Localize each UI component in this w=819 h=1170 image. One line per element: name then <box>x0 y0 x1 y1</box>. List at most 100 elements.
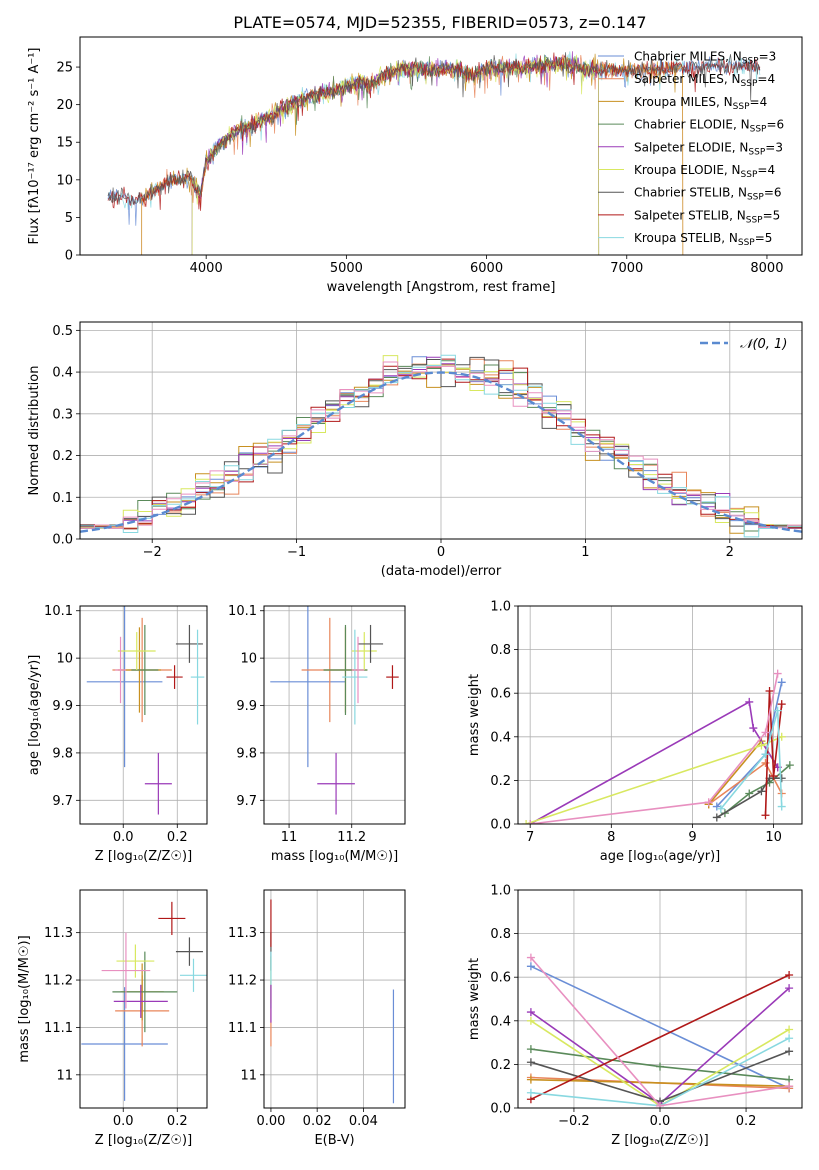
y-tick-label: 0.8 <box>490 927 511 942</box>
spectrum-line <box>191 51 600 255</box>
x-tick-label: 0.0 <box>113 830 134 845</box>
x-tick-label: 8 <box>607 830 615 845</box>
x-axis-label: (data-model)/error <box>381 564 502 579</box>
data-point <box>342 629 368 725</box>
y-tick-label: 0.5 <box>52 324 73 339</box>
plus-marker <box>526 1008 535 1017</box>
y-tick-label: 9.7 <box>52 794 73 809</box>
x-tick-label: 0.04 <box>349 1114 378 1129</box>
gaussian-curve <box>80 371 802 533</box>
plus-marker <box>773 706 782 715</box>
y-tick-label: 15 <box>56 136 73 151</box>
data-point <box>158 901 186 936</box>
x-tick-label: 0.02 <box>303 1114 332 1129</box>
y-tick-label: 0.0 <box>52 533 73 548</box>
plus-marker <box>785 984 794 993</box>
x-tick-label: 0.00 <box>256 1114 285 1129</box>
x-axis-label: Z [log₁₀(Z/Z☉)] <box>95 1133 192 1148</box>
spectrum-line <box>191 54 600 255</box>
y-tick-label: 11.2 <box>44 974 73 989</box>
series-line <box>529 700 779 824</box>
figure-title: PLATE=0574, MJD=52355, FIBERID=0573, z=0… <box>233 13 646 32</box>
plus-marker <box>712 813 721 822</box>
x-tick-label: 5000 <box>330 261 363 276</box>
plus-marker <box>773 669 782 678</box>
y-tick-label: 10 <box>240 652 257 667</box>
y-axis-label: mass weight <box>467 674 482 756</box>
legend: 𝒩(0, 1) <box>700 337 787 352</box>
x-tick-label: 10 <box>765 830 782 845</box>
panel-z-vs-mass: 0.0 0.2 11 11.1 11.2 11.3 Z [log₁₀(Z/Z☉)] mass … <box>17 889 208 1148</box>
x-tick-label: −2 <box>143 545 162 560</box>
plot-area-spectrum <box>107 51 761 255</box>
x-tick-label: 0.0 <box>113 1114 134 1129</box>
x-tick-label: 0.2 <box>167 830 188 845</box>
data-point <box>144 752 172 815</box>
plus-marker <box>777 700 786 709</box>
x-tick-label: 2 <box>726 545 734 560</box>
plot-area-ebv-vs-mass <box>270 899 395 1104</box>
plus-marker <box>656 1101 664 1108</box>
data-point <box>317 752 355 815</box>
data-point <box>351 632 377 670</box>
data-point <box>101 932 151 1009</box>
y-tick-label: 11.3 <box>44 926 73 941</box>
y-tick-label: 9.9 <box>52 699 73 714</box>
y-tick-label: 0.8 <box>490 643 511 658</box>
axes-frame <box>79 889 208 1109</box>
plot-area-age-vs-weight <box>522 669 794 824</box>
data-point <box>113 984 168 1018</box>
y-axis-label: Normed distribution <box>27 366 42 496</box>
data-point <box>115 636 126 704</box>
data-point <box>190 629 205 725</box>
axes-frame <box>79 36 803 256</box>
plus-marker <box>761 750 770 759</box>
data-point <box>175 624 203 663</box>
plus-marker <box>745 697 754 706</box>
plus-marker <box>526 1058 535 1067</box>
plus-marker <box>785 1082 794 1091</box>
y-tick-label: 11.1 <box>228 1021 257 1036</box>
legend-label: 𝒩(0, 1) <box>740 337 787 352</box>
y-tick-label: 11.2 <box>228 974 257 989</box>
y-tick-label: 0.4 <box>490 1014 511 1029</box>
x-tick-label: 0 <box>437 545 445 560</box>
data-point <box>179 958 207 992</box>
legend-label: Kroupa STELIB, NSSP=5 <box>634 231 772 248</box>
y-tick-label: 0.6 <box>490 687 511 702</box>
series-line <box>530 673 779 824</box>
x-tick-label: −1 <box>287 545 306 560</box>
legend-label: Chabrier STELIB, NSSP=6 <box>634 186 782 203</box>
y-tick-label: 11.1 <box>44 1021 73 1036</box>
plus-marker <box>785 1034 794 1043</box>
legend-label: Kroupa MILES, NSSP=4 <box>634 95 767 112</box>
legend: Chabrier MILES, NSSP=3 Salpeter MILES, NS… <box>598 50 784 248</box>
plus-marker <box>526 962 535 971</box>
legend-label: Chabrier ELODIE, NSSP=6 <box>634 118 784 135</box>
y-tick-label: 11 <box>240 1068 257 1083</box>
plus-marker <box>526 820 535 824</box>
plus-marker <box>785 971 794 980</box>
legend-label: Chabrier MILES, NSSP=3 <box>634 50 776 67</box>
panel-mass-vs-age: 11 11.2 9.7 9.8 9.9 10 10.1 mass [log₁₀(M/M☉)] <box>228 604 406 864</box>
plus-marker <box>765 687 774 696</box>
y-tick-label: 5 <box>65 211 73 226</box>
series-line <box>720 710 783 810</box>
plus-marker <box>785 1025 794 1034</box>
legend-label: Salpeter MILES, NSSP=4 <box>634 72 775 89</box>
x-tick-label: −0.2 <box>558 1114 590 1129</box>
axes-frame <box>517 605 803 825</box>
y-tick-label: 9.8 <box>236 746 257 761</box>
plus-marker <box>749 724 758 733</box>
plot-area-z-vs-weight <box>526 953 794 1108</box>
y-tick-label: 0.1 <box>52 491 73 506</box>
plus-marker <box>785 761 794 770</box>
plot-area-residuals <box>80 354 802 539</box>
y-axis-label: age [log₁₀(age/yr)] <box>27 655 42 776</box>
plus-marker <box>522 820 531 824</box>
x-axis-label: E(B-V) <box>314 1133 354 1148</box>
y-tick-label: 0.2 <box>490 774 511 789</box>
x-axis-label: age [log₁₀(age/yr)] <box>600 849 721 864</box>
x-tick-label: 9 <box>688 830 696 845</box>
